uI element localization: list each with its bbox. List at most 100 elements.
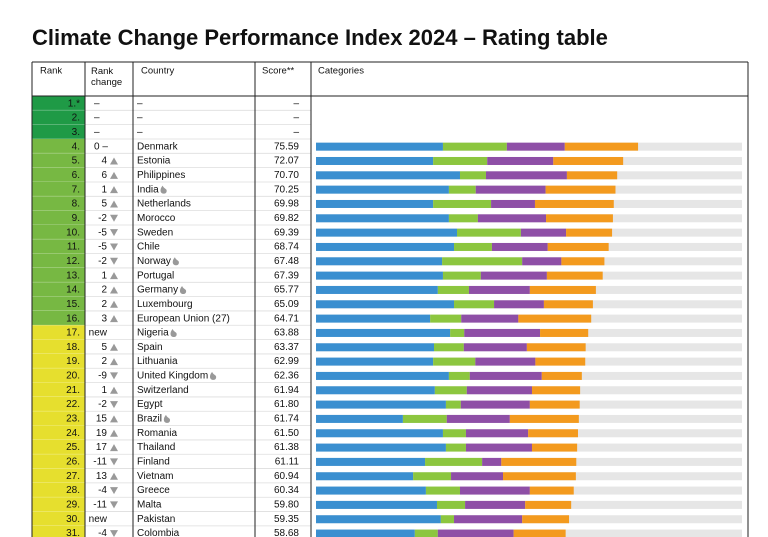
rank-change: -4 (98, 485, 107, 496)
trend-down (110, 257, 118, 265)
rank: 15. (66, 299, 80, 310)
score: 60.94 (274, 471, 299, 482)
country: Germany (137, 285, 178, 296)
rank: 30. (66, 514, 80, 525)
rank: 9. (72, 213, 80, 224)
rank: 18. (66, 342, 80, 353)
trend-up (110, 286, 118, 294)
category-bar (316, 472, 414, 481)
category-bar (466, 386, 532, 395)
score: 67.39 (274, 270, 299, 281)
trend-up (110, 358, 118, 366)
rank: 1.* (68, 98, 80, 109)
rank-cell (32, 382, 85, 397)
rank-cell (32, 497, 85, 512)
country: Morocco (137, 213, 176, 224)
country: Philippines (137, 170, 185, 181)
rank-cell (32, 310, 85, 326)
category-bar (469, 371, 542, 380)
category-bar (460, 400, 530, 409)
category-bar (522, 515, 570, 524)
rank: 23. (66, 414, 80, 425)
category-bar (465, 429, 529, 438)
category-bar (522, 257, 562, 266)
country: Sweden (137, 227, 173, 238)
category-bar (541, 371, 582, 380)
category-bar (566, 171, 618, 180)
trend-up (110, 272, 118, 280)
category-bar (414, 529, 438, 537)
score: 61.11 (275, 457, 300, 468)
country: Colombia (137, 528, 180, 537)
rank-cell (32, 525, 85, 537)
category-bar (454, 515, 523, 524)
category-bar (457, 228, 521, 237)
category-bar (475, 357, 536, 366)
rank: 3. (72, 127, 80, 138)
rank-cell (32, 167, 85, 182)
rank-change: -2 (98, 256, 107, 267)
category-bar (425, 486, 460, 495)
category-bar (440, 515, 455, 524)
score: 69.82 (274, 213, 299, 224)
rank-change: -11 (93, 500, 107, 511)
category-bar (531, 443, 578, 452)
category-bar (543, 300, 593, 309)
country: – (137, 98, 143, 109)
rank-cell (32, 396, 85, 412)
category-bar (316, 414, 403, 423)
rank-change: 2 (101, 356, 107, 367)
category-bar (534, 199, 614, 208)
rank-cell (32, 267, 85, 283)
country: India (137, 184, 159, 195)
score: 68.74 (274, 242, 299, 253)
score: 63.37 (274, 342, 299, 353)
category-bar (501, 457, 577, 466)
category-bar (316, 343, 435, 352)
category-bar (566, 228, 613, 237)
rank: 26. (66, 457, 80, 468)
country: Chile (137, 242, 160, 253)
category-bar (459, 486, 530, 495)
category-bar (564, 142, 639, 151)
category-bar (525, 500, 572, 509)
category-bar (546, 214, 613, 223)
trend-up (110, 472, 118, 480)
column-header: Categories (318, 66, 364, 77)
category-bar (316, 429, 443, 438)
score: 61.50 (274, 428, 299, 439)
category-bar (465, 443, 532, 452)
rank: 17. (66, 328, 80, 339)
trend-up (110, 171, 118, 179)
rank-cell (32, 239, 85, 254)
fossil-icon (179, 285, 187, 294)
rank-cell (32, 124, 85, 139)
trend-up (110, 300, 118, 308)
category-bar (468, 285, 530, 294)
trend-down (110, 243, 118, 251)
category-bar (316, 400, 446, 409)
category-bar (316, 515, 441, 524)
score: 63.88 (274, 328, 299, 339)
category-bar (480, 271, 547, 280)
country: Finland (137, 457, 170, 468)
rank-change: 3 (101, 313, 107, 324)
rank: 16. (66, 313, 80, 324)
category-bar (316, 199, 434, 208)
category-bar (316, 529, 415, 537)
score: 70.70 (274, 170, 299, 181)
rank-cell (32, 468, 85, 483)
category-bar (513, 529, 566, 537)
trend-down (110, 229, 118, 237)
category-bar (316, 228, 458, 237)
rank-change: 5 (101, 199, 107, 210)
fossil-icon (210, 371, 217, 380)
country: Thailand (137, 442, 175, 453)
rank: 13. (66, 270, 80, 281)
rank-cell (32, 296, 85, 311)
column-header: Rank (40, 66, 62, 77)
score: 69.39 (274, 227, 299, 238)
score: 61.80 (274, 399, 299, 410)
category-bar (316, 242, 455, 251)
rank: 8. (72, 199, 80, 210)
